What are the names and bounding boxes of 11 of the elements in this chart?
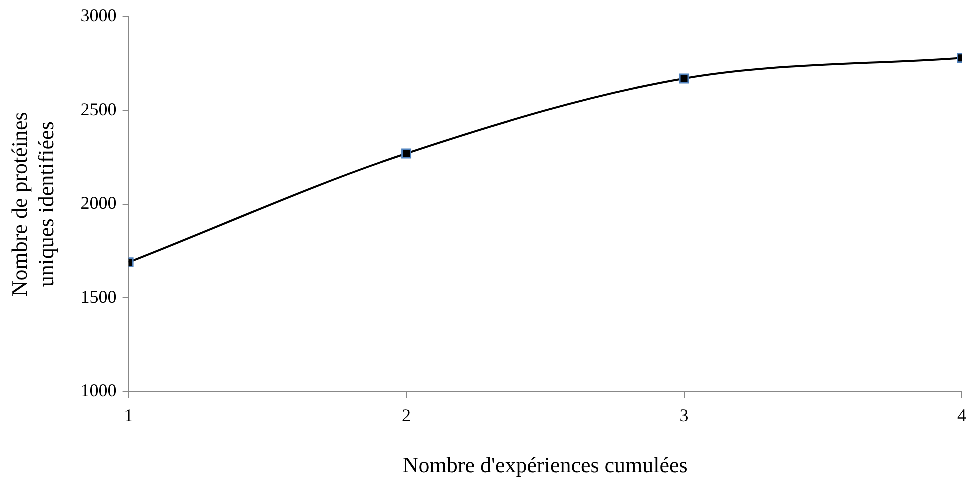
y-tick-label: 2500 [80,99,117,120]
x-tick-label: 2 [402,406,412,426]
y-tick-label: 1000 [80,380,117,401]
y-tick-label: 1500 [80,286,117,307]
x-tick-label: 3 [680,406,689,426]
y-axis-title: Nombre de protéines uniques identifiées [6,112,58,297]
x-tick-label: 1 [124,406,134,426]
x-tick-label: 4 [958,406,966,426]
y-tick-label: 2000 [80,193,117,214]
x-axis-title: Nombre d'expériences cumulées [402,452,688,478]
y-tick-label: 3000 [80,6,117,26]
